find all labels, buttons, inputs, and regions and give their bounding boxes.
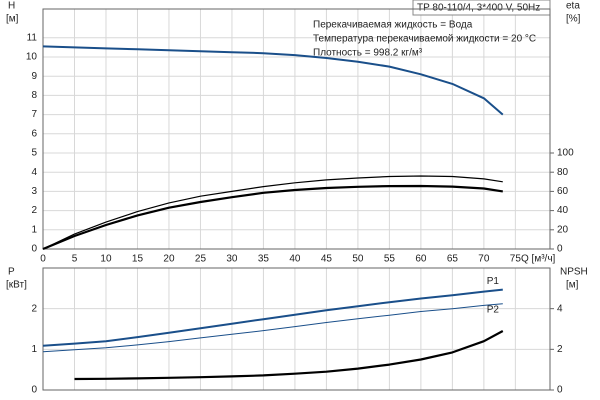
y-tick-label: 1: [31, 344, 37, 355]
x-tick-label: 45: [321, 254, 333, 265]
y2-tick-label: 40: [557, 205, 569, 216]
x-tick-label: 15: [132, 254, 144, 265]
series-label: P2: [487, 304, 500, 315]
y2-tick-label: 4: [557, 303, 563, 314]
x-tick-label: 65: [447, 254, 459, 265]
curve: [42, 288, 503, 347]
x-tick-label: 60: [415, 254, 427, 265]
plot-frame: [42, 267, 551, 391]
y-tick-label: 0: [31, 385, 37, 396]
y-label: P: [8, 267, 15, 278]
y-tick-label: 9: [31, 71, 37, 82]
y2-label: NPSH: [560, 267, 588, 278]
curve: [42, 184, 503, 251]
y-tick-label: 11: [27, 32, 38, 43]
y-tick-label: 3: [31, 186, 37, 197]
y2-tick-label: 0: [557, 385, 563, 396]
x-tick-label: 75: [510, 254, 522, 265]
x-tick-label: 40: [289, 254, 301, 265]
y-tick-label: 5: [31, 148, 37, 159]
x-tick-label: 55: [384, 254, 396, 265]
x-tick-label: 50: [352, 254, 364, 265]
x-tick-label: 25: [195, 254, 207, 265]
y2-label: eta: [566, 1, 580, 12]
y2-tick-label: 2: [557, 344, 563, 355]
header: TP 80-110/4, 3*400 V, 50Hz: [417, 3, 540, 14]
curve: [42, 45, 504, 116]
y2-tick-label: 60: [557, 186, 569, 197]
y2-tick-label: 20: [557, 224, 569, 235]
annotation: Плотность = 998.2 кг/м³: [313, 48, 423, 59]
y-tick-label: 4: [31, 167, 37, 178]
header-box: [412, 0, 551, 16]
curve: [42, 303, 503, 353]
annotation: Перекачиваемая жидкость = Вода: [313, 20, 473, 31]
y-tick-label: 2: [31, 303, 37, 314]
y2-tick-label: 100: [557, 148, 574, 159]
y-tick-label: 0: [31, 244, 37, 255]
y-tick-label: 8: [31, 90, 37, 101]
x-tick-label: 30: [226, 254, 238, 265]
y2-tick-label: 80: [557, 167, 569, 178]
y2-unit: [%]: [566, 14, 581, 25]
curve: [74, 330, 504, 381]
y-tick-label: 10: [26, 52, 38, 63]
series-label: P1: [487, 276, 500, 287]
y-tick-label: 2: [31, 205, 37, 216]
x-tick-label: 0: [40, 254, 46, 265]
x-tick-label: 5: [72, 254, 78, 265]
x-tick-label: 10: [100, 254, 112, 265]
curve: [42, 175, 503, 250]
annotation: Температура перекачиваемой жидкости = 20…: [313, 34, 536, 45]
x-tick-label: 70: [478, 254, 490, 265]
y2-unit: [м]: [566, 280, 579, 291]
y-unit: [кВт]: [6, 280, 27, 291]
y-unit: [м]: [6, 14, 19, 25]
y-label: H: [8, 1, 15, 12]
plot-frame: [42, 8, 551, 250]
y-tick-label: 6: [31, 128, 37, 139]
x-label: Q [м³/ч]: [521, 254, 556, 265]
y-tick-label: 1: [31, 224, 37, 235]
x-tick-label: 35: [258, 254, 270, 265]
x-tick-label: 20: [163, 254, 175, 265]
y2-tick-label: 0: [557, 244, 563, 255]
y-tick-label: 7: [31, 109, 37, 120]
